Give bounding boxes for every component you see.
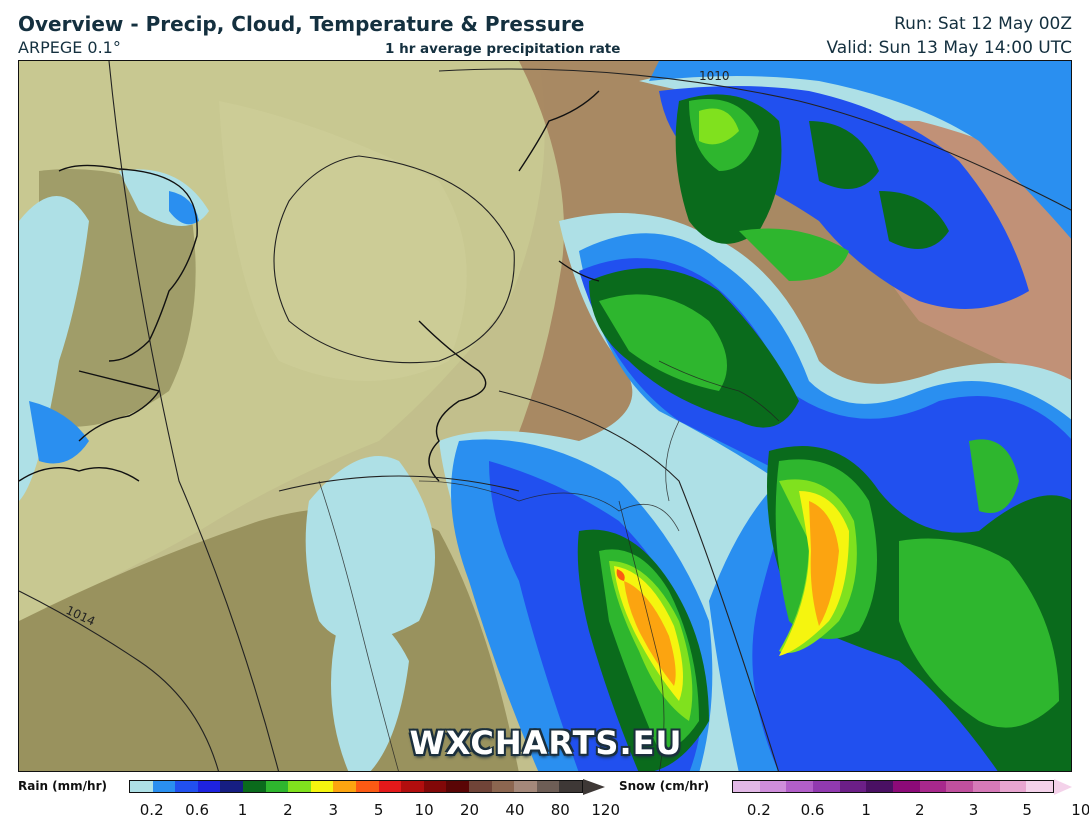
rain-tick-label: 40	[505, 801, 525, 819]
rain-color-swatch	[333, 781, 356, 792]
snow-tick-label: 5	[1022, 801, 1032, 819]
chart-title: Overview - Precip, Cloud, Temperature & …	[18, 12, 585, 36]
rain-tick-label: 20	[459, 801, 480, 819]
snow-tick-label: 2	[915, 801, 925, 819]
precip-orange	[624, 581, 676, 686]
coastlines	[19, 90, 600, 482]
precip-medium	[29, 401, 89, 464]
rain-tick-label: 3	[328, 801, 339, 819]
rain-tick-label: 80	[550, 801, 570, 819]
rain-tick-label: 1	[237, 801, 248, 819]
country-borders	[318, 360, 780, 771]
rain-tick-label: 0.6	[185, 801, 210, 819]
run-time: Run: Sat 12 May 00Z	[894, 14, 1072, 34]
snow-tick-label: 0.2	[746, 801, 771, 819]
rain-color-swatch	[468, 781, 492, 792]
precip-green-dark	[879, 191, 949, 249]
snow-tick-label: 0.6	[800, 801, 825, 819]
precip-medium	[169, 191, 199, 225]
rain-color-swatch	[152, 781, 176, 792]
rain-color-swatch	[288, 781, 311, 792]
precip-green	[899, 538, 1059, 728]
precip-green	[739, 228, 849, 281]
precip-light	[305, 456, 435, 641]
map-canvas: 1010 1014	[19, 61, 1071, 771]
rain-color-swatch	[514, 781, 537, 792]
rain-tick-label: 5	[373, 801, 384, 819]
rain-colorbar-arrow	[583, 779, 605, 795]
snow-color-swatch	[759, 781, 787, 792]
rain-color-swatch	[220, 781, 243, 792]
snow-legend-title: Snow (cm/hr)	[619, 779, 710, 793]
precip-green-dark	[809, 121, 879, 189]
rain-color-swatch	[242, 781, 266, 792]
rain-tick-label: 10	[414, 801, 434, 819]
rain-legend-title: Rain (mm/hr)	[18, 779, 107, 793]
isobar-label: 1010	[699, 69, 730, 83]
snow-color-swatch	[733, 781, 760, 792]
rain-color-swatch	[130, 781, 153, 792]
rain-color-swatch	[401, 781, 424, 792]
snow-color-swatch	[1026, 781, 1054, 792]
rain-tick-label: 0.2	[139, 801, 164, 819]
precip-lime	[699, 108, 739, 145]
weather-map: 1010 1014 WXCHARTS.EU	[18, 60, 1072, 772]
snow-color-swatch	[946, 781, 974, 792]
precip-orange	[809, 501, 839, 626]
rain-color-swatch	[355, 781, 379, 792]
rain-colorbar	[129, 780, 583, 793]
snow-colorbar	[732, 780, 1054, 793]
rain-color-swatch	[310, 781, 334, 792]
rain-color-swatch	[536, 781, 560, 792]
snow-tick-label: 1	[861, 801, 871, 819]
rain-color-swatch	[265, 781, 289, 792]
watermark: WXCHARTS.EU	[409, 724, 683, 762]
valid-time: Valid: Sun 13 May 14:00 UTC	[826, 38, 1072, 58]
precip-medium	[649, 61, 1071, 239]
precip-light	[331, 616, 409, 771]
rain-color-swatch	[175, 781, 198, 792]
snow-color-swatch	[919, 781, 947, 792]
snow-color-swatch	[813, 781, 840, 792]
snow-tick-label: 10	[1071, 801, 1089, 819]
rain-color-swatch	[559, 781, 582, 792]
rain-color-swatch	[446, 781, 469, 792]
rain-color-swatch	[423, 781, 447, 792]
rain-tick-label: 120	[591, 801, 621, 819]
snow-tick-label: 3	[968, 801, 979, 819]
snow-color-swatch	[893, 781, 920, 792]
rain-color-swatch	[197, 781, 221, 792]
precip-red	[616, 569, 625, 581]
model-label: ARPEGE 0.1°	[18, 38, 121, 57]
snow-color-swatch	[786, 781, 814, 792]
rain-color-swatch	[378, 781, 402, 792]
field-label: 1 hr average precipitation rate	[385, 41, 621, 57]
snow-color-swatch	[999, 781, 1027, 792]
sea-shading-2	[219, 101, 467, 381]
rain-tick-label: 2	[283, 801, 293, 819]
precip-green	[599, 294, 727, 391]
rain-color-swatch	[491, 781, 515, 792]
snow-colorbar-arrow	[1054, 779, 1072, 795]
snow-tick-labels: 0.2 0.6 1 2 3 5 10	[732, 801, 1089, 819]
rain-tick-labels: 0.2 0.6 1 2 3 5 10 20 40 80 120	[129, 801, 620, 819]
snow-color-swatch	[973, 781, 1000, 792]
snow-color-swatch	[866, 781, 894, 792]
isobars	[19, 61, 1071, 771]
snow-color-swatch	[839, 781, 867, 792]
precip-green	[969, 439, 1019, 513]
